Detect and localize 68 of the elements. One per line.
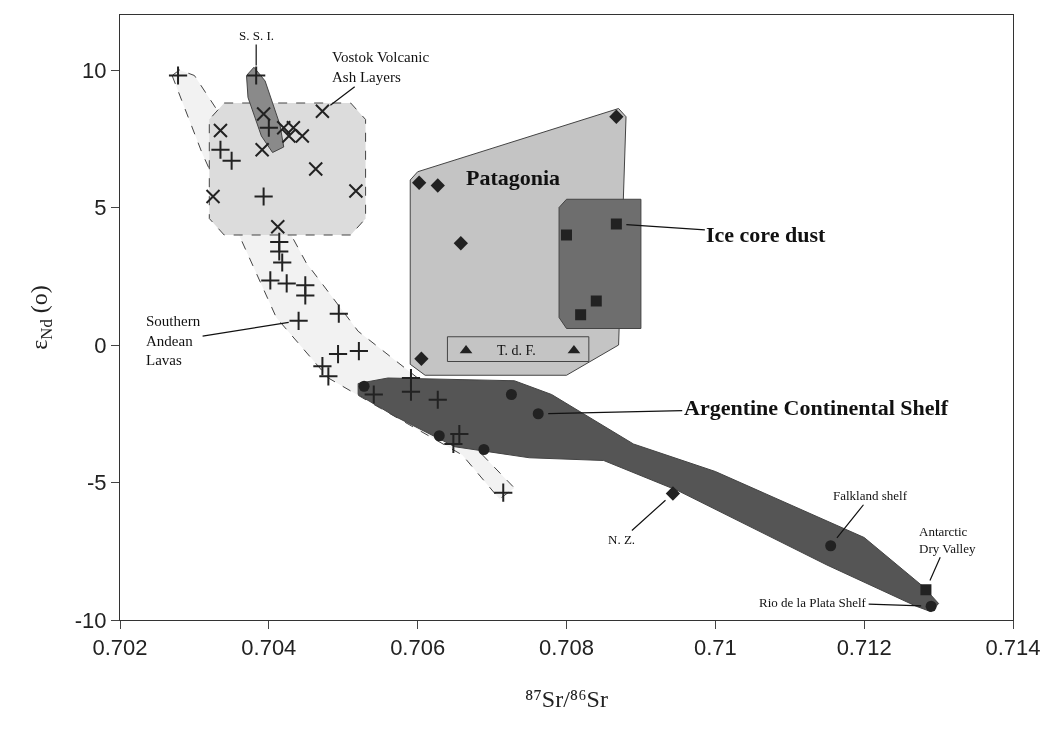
point (314, 103, 330, 119)
point (276, 273, 297, 294)
y-tick-label: 0 (94, 332, 107, 358)
point (348, 340, 369, 362)
annotation: Antarctic Dry Valley (919, 524, 976, 556)
point (205, 189, 221, 204)
point (478, 444, 490, 455)
point (505, 389, 517, 400)
x-tick-label: 0.702 (92, 635, 148, 661)
point (920, 584, 932, 596)
x-tick-label: 0.714 (985, 635, 1041, 661)
annotation: Patagonia (466, 165, 561, 190)
point (449, 424, 470, 445)
point (532, 408, 544, 420)
point (269, 241, 290, 262)
x-tick-label: 0.704 (241, 635, 297, 661)
annotation: Falkland shelf (833, 488, 908, 503)
point (453, 236, 468, 251)
point (443, 433, 464, 455)
x-tick-label: 0.706 (390, 635, 446, 661)
point (363, 384, 384, 405)
point (575, 309, 587, 321)
point (610, 218, 622, 230)
annotation: Southern Andean Lavas (146, 313, 201, 368)
x-tick-label: 0.71 (693, 635, 737, 661)
point (665, 486, 681, 501)
point (328, 303, 349, 324)
point (308, 161, 324, 177)
point (295, 285, 316, 306)
point (253, 186, 274, 207)
point (327, 343, 349, 365)
point (414, 351, 429, 366)
point (358, 380, 370, 392)
point (260, 270, 281, 291)
point (561, 229, 572, 241)
y-tick-label: -10 (74, 607, 107, 633)
point (256, 106, 272, 122)
point (493, 482, 514, 503)
annotation: Argentine Continental Shelf (684, 395, 949, 420)
x-tick-label: 0.712 (836, 635, 892, 661)
y-tick-label: -5 (87, 470, 107, 496)
point (412, 175, 427, 190)
point (609, 109, 624, 124)
point (590, 295, 602, 307)
annotation: S. S. I. (239, 28, 275, 43)
point (272, 252, 293, 273)
point (254, 142, 270, 158)
point (288, 310, 309, 331)
point (258, 117, 279, 138)
annotation: Rio de la Plata Shelf (759, 595, 867, 610)
annotation: Ice core dust (706, 222, 827, 247)
point (430, 178, 445, 193)
point (925, 600, 937, 612)
annotation: N. Z. (608, 532, 636, 547)
y-tick-label: 10 (82, 57, 107, 83)
point (427, 389, 448, 410)
y-tick-label: 5 (94, 195, 107, 221)
point (348, 183, 364, 199)
point (825, 540, 837, 552)
point (270, 219, 286, 235)
x-tick-label: 0.708 (538, 635, 595, 661)
annotation: Vostok Volcanic Ash Layers (332, 49, 430, 85)
x-axis-title: ⁸⁷Sr/⁸⁶Sr (525, 685, 608, 712)
point (212, 123, 228, 138)
point (433, 430, 445, 442)
annotation: T. d. F. (497, 343, 536, 358)
point (167, 65, 189, 86)
point (246, 65, 267, 86)
